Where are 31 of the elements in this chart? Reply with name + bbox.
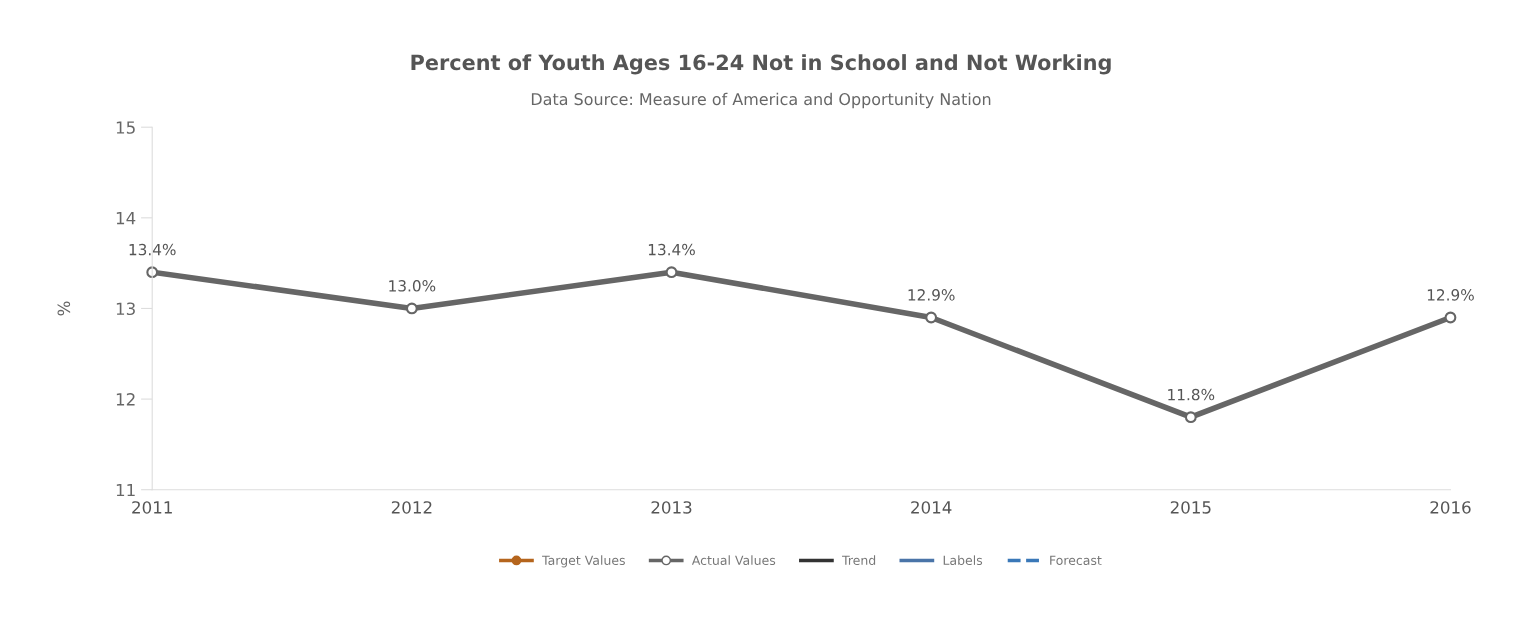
- x-tick-label: 2012: [391, 501, 432, 514]
- point: [405, 302, 418, 315]
- data-label: 13.0%: [389, 280, 436, 292]
- legend-label: Target Values: [542, 555, 625, 568]
- x-tick-label: 2011: [132, 501, 172, 514]
- legend-label: Labels: [943, 555, 983, 566]
- y-axis-title: %: [57, 301, 71, 316]
- data-label: 12.9%: [908, 289, 955, 301]
- point: [925, 311, 938, 324]
- data-label: 11.8%: [1168, 388, 1215, 401]
- y-tick-label: 12: [116, 393, 135, 406]
- data-label: 13.4%: [129, 243, 176, 256]
- legend-label: Trend: [842, 555, 876, 566]
- point: [1184, 411, 1197, 424]
- point: [1444, 311, 1457, 324]
- y-tick-label: 11: [116, 483, 135, 497]
- legend-label: Forecast: [1050, 555, 1102, 566]
- x-tick-label: 2015: [1170, 501, 1211, 514]
- x-tick-label: 2013: [651, 501, 692, 514]
- data-label: 12.9%: [1427, 289, 1474, 301]
- chart-subtitle: Data Source: Measure of America and Opportunity Nation: [531, 92, 991, 109]
- data-label: 13.4%: [648, 243, 695, 256]
- y-tick-label: 13: [116, 302, 135, 316]
- x-tick-label: 2016: [1430, 501, 1471, 514]
- point: [665, 266, 678, 279]
- legend-label: Actual Values: [691, 555, 776, 566]
- point: [146, 266, 159, 279]
- y-tick-label: 15: [116, 121, 135, 134]
- x-tick-label: 2014: [911, 501, 952, 514]
- chart-title: Percent of Youth Ages 16-24 Not in School and Not Working: [411, 54, 1111, 75]
- y-tick-label: 14: [116, 212, 136, 225]
